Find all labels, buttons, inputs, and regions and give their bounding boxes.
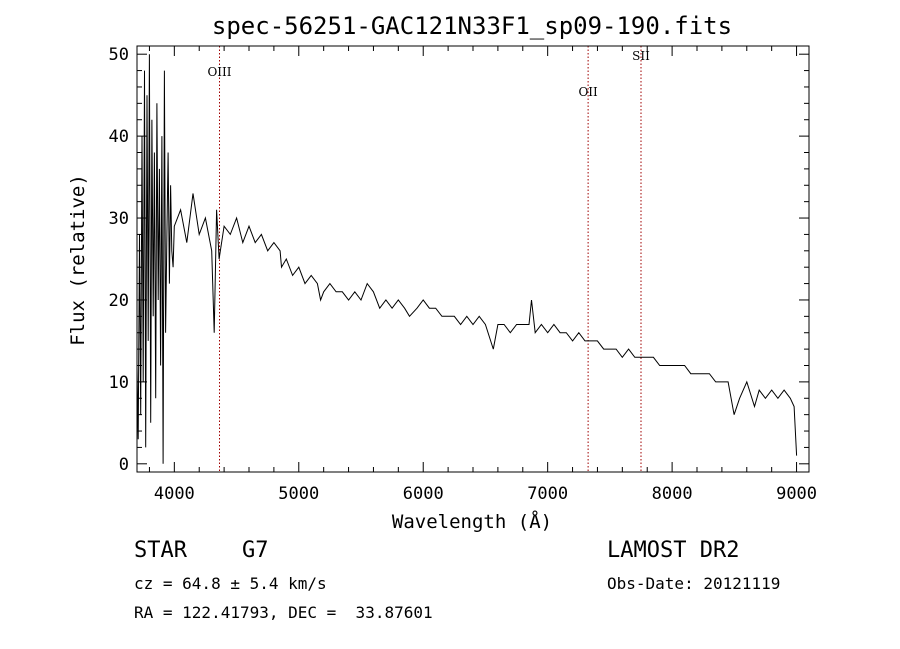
x-axis-label: Wavelength (Å) [392, 510, 552, 533]
x-axis-ticks: 4000 5000 6000 7000 8000 9000 [148, 46, 817, 504]
y-tick-label: 20 [109, 291, 129, 311]
plot-frame [136, 45, 810, 473]
emission-line-label: SII [632, 49, 650, 63]
y-axis-label: Flux (relative) [67, 174, 89, 346]
emission-line-markers: OIII OII SII [207, 46, 650, 472]
x-tick-label: 7000 [527, 484, 568, 504]
chart-title: spec-56251-GAC121N33F1_sp09-190.fits [212, 12, 732, 40]
redshift-text: cz = 64.8 ± 5.4 km/s [134, 574, 327, 593]
object-class: STAR [134, 538, 187, 563]
object-subclass: G7 [242, 538, 269, 563]
y-tick-label: 10 [109, 373, 129, 393]
x-tick-label: 9000 [776, 484, 817, 504]
y-tick-label: 50 [109, 45, 129, 65]
x-tick-label: 6000 [403, 484, 444, 504]
observation-date: Obs-Date: 20121119 [607, 574, 781, 593]
survey-name: LAMOST DR2 [607, 538, 740, 563]
x-tick-label: 8000 [652, 484, 693, 504]
y-tick-label: 40 [109, 127, 129, 147]
y-tick-label: 0 [119, 455, 129, 475]
coordinates-text: RA = 122.41793, DEC = 33.87601 [134, 603, 433, 622]
x-tick-label: 5000 [278, 484, 319, 504]
y-axis-ticks: 0 10 20 30 40 50 [109, 45, 809, 475]
emission-line-label: OII [578, 85, 598, 99]
x-tick-label: 4000 [154, 484, 195, 504]
emission-line-label: OIII [207, 65, 231, 79]
y-tick-label: 30 [109, 209, 129, 229]
spectrum-line [136, 54, 798, 464]
